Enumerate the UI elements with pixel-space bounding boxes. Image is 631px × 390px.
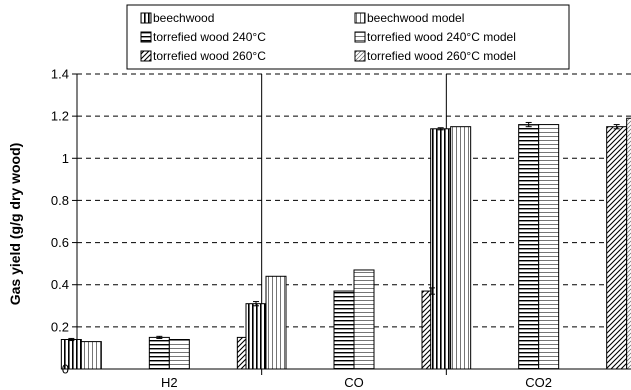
error-bars bbox=[68, 121, 620, 342]
x-tick-labels: H2 CO CO2 bbox=[161, 375, 552, 390]
legend-swatch bbox=[354, 12, 366, 24]
bar bbox=[626, 117, 631, 370]
bar bbox=[450, 126, 472, 370]
bars bbox=[60, 117, 631, 370]
bar bbox=[168, 339, 190, 370]
legend-label: torrefied wood 240°C model bbox=[367, 30, 516, 44]
bar bbox=[430, 128, 452, 370]
legend-label: torrefied wood 240°C bbox=[153, 30, 266, 44]
x-tick-label: H2 bbox=[161, 375, 178, 390]
legend-label: beechwood bbox=[153, 11, 214, 25]
bar bbox=[518, 124, 540, 370]
y-tick-label: 0.2 bbox=[51, 319, 69, 334]
x-tick-label: CO bbox=[344, 375, 364, 390]
x-tick-label: CO2 bbox=[525, 375, 552, 390]
y-tick-label: 0.8 bbox=[51, 193, 69, 208]
y-axis-title: Gas yield (g/g dry wood) bbox=[7, 143, 23, 306]
y-tick-label: 1 bbox=[62, 151, 69, 166]
bar bbox=[333, 290, 355, 370]
y-tick-label: 0.6 bbox=[51, 235, 69, 250]
legend-label: torrefied wood 260°C model bbox=[367, 49, 516, 63]
legend: beechwood beechwood model torrefied wood 2… bbox=[126, 4, 570, 70]
y-tick-label: 0 bbox=[62, 362, 69, 377]
legend-box bbox=[126, 4, 570, 70]
bar bbox=[538, 124, 560, 370]
bar bbox=[148, 336, 170, 370]
y-tick-labels: 0 0.2 0.4 0.6 0.8 1 1.2 1.4 bbox=[51, 67, 69, 377]
legend-swatch bbox=[354, 31, 366, 43]
bar bbox=[353, 269, 375, 370]
bar bbox=[80, 341, 102, 370]
legend-swatch bbox=[140, 12, 152, 24]
legend-swatch bbox=[140, 31, 152, 43]
legend-label: torrefied wood 260°C bbox=[153, 49, 266, 63]
bar bbox=[606, 126, 628, 370]
y-tick-label: 0.4 bbox=[51, 277, 69, 292]
bar bbox=[265, 275, 287, 370]
legend-swatch bbox=[140, 50, 152, 62]
legend-label: beechwood model bbox=[367, 11, 464, 25]
y-tick-label: 1.2 bbox=[51, 109, 69, 124]
y-tick-label: 1.4 bbox=[51, 67, 69, 82]
legend-swatch bbox=[354, 50, 366, 62]
axes bbox=[72, 73, 631, 370]
bar bbox=[245, 303, 267, 370]
